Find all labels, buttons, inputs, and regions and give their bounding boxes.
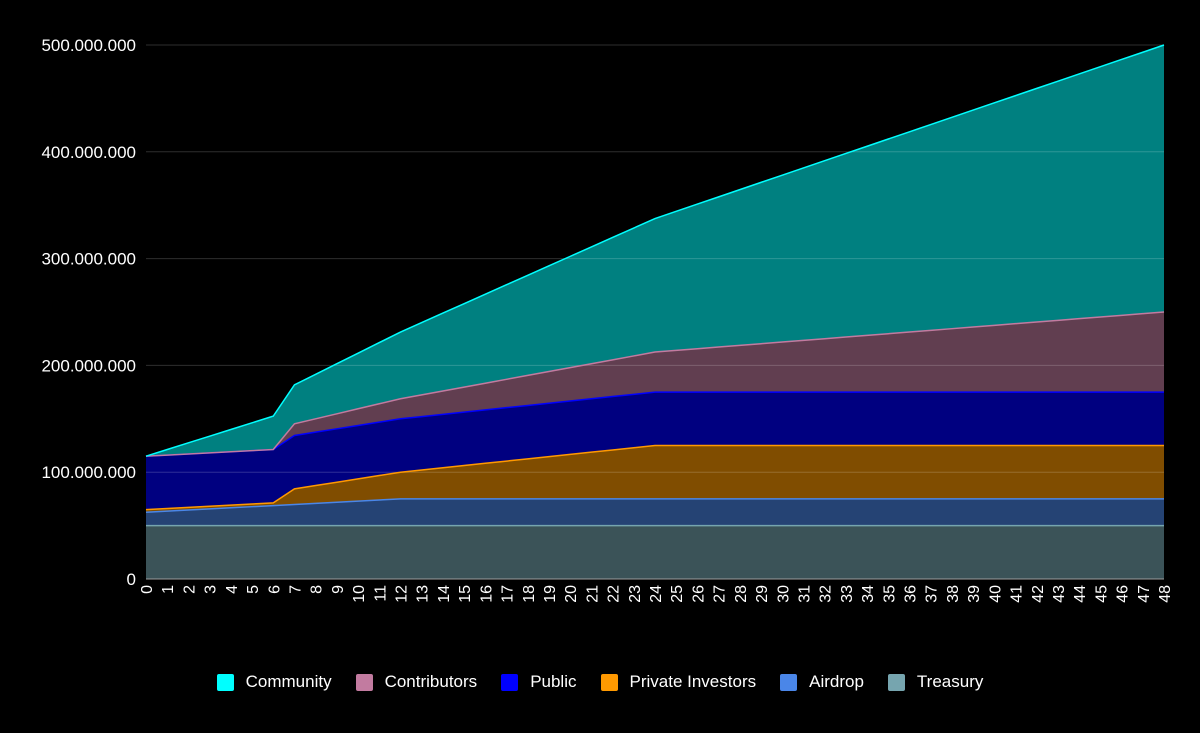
x-tick-label: 32 — [818, 585, 835, 603]
x-tick-label: 26 — [690, 585, 707, 603]
y-tick-label: 400.000.000 — [41, 143, 136, 162]
x-tick-label: 14 — [436, 585, 453, 603]
legend-label: Private Investors — [629, 672, 757, 691]
x-tick-label: 10 — [351, 585, 368, 603]
x-tick-label: 36 — [903, 585, 920, 603]
line-private-investors — [145, 444, 1164, 511]
area-community — [146, 45, 1164, 457]
x-tick-label: 34 — [860, 585, 877, 603]
y-tick-label: 0 — [127, 570, 136, 589]
x-tick-label: 35 — [881, 585, 898, 603]
legend-label: Contributors — [384, 672, 478, 691]
x-tick-label: 17 — [500, 585, 517, 603]
legend-label: Community — [245, 672, 332, 691]
legend-item-private-investors: Private Investors — [600, 672, 757, 692]
x-tick-label: 15 — [457, 585, 474, 603]
x-tick-label: 7 — [287, 585, 304, 594]
stacked-area-chart: 0 100.000.000 200.000.000 300.000.000 400.00… — [41, 36, 1174, 603]
legend-item-treasury: Treasury — [887, 672, 984, 692]
line-airdrop — [145, 498, 1164, 513]
legend-label: Public — [530, 672, 577, 691]
x-tick-label: 30 — [775, 585, 792, 603]
x-tick-label: 12 — [394, 585, 411, 603]
x-tick-label: 33 — [839, 585, 856, 603]
area-airdrop — [146, 498, 1164, 526]
x-tick-label: 23 — [627, 585, 644, 603]
x-tick-label: 11 — [372, 585, 389, 602]
x-tick-label: 25 — [669, 585, 686, 603]
x-tick-label: 18 — [521, 585, 538, 603]
line-public — [145, 391, 1164, 457]
x-tick-label: 16 — [478, 585, 495, 603]
legend-swatch — [216, 673, 234, 691]
x-tick-label: 19 — [542, 585, 559, 603]
area-private-investors — [146, 445, 1164, 513]
area-treasury — [146, 525, 1164, 579]
legend-label: Airdrop — [809, 672, 864, 691]
legend-item-community: Community — [216, 672, 332, 692]
y-tick-label: 200.000.000 — [41, 356, 136, 375]
x-tick-label: 40 — [987, 585, 1004, 603]
x-tick-label: 37 — [924, 585, 941, 603]
area-contributors — [146, 312, 1164, 457]
x-tick-label: 45 — [1093, 585, 1110, 603]
area-public — [146, 392, 1164, 510]
x-tick-label: 39 — [966, 585, 983, 603]
x-tick-label: 48 — [1157, 585, 1174, 603]
legend-swatch — [600, 673, 618, 691]
x-tick-label: 27 — [712, 585, 729, 603]
y-tick-label: 100.000.000 — [41, 463, 136, 482]
line-contributors — [145, 311, 1165, 457]
x-tick-label: 46 — [1115, 585, 1132, 603]
x-tick-label: 20 — [563, 585, 580, 603]
legend: Community Contributors Public Private In… — [0, 672, 1200, 692]
x-tick-label: 38 — [945, 585, 962, 603]
x-tick-label: 4 — [224, 585, 241, 594]
legend-item-contributors: Contributors — [355, 672, 478, 692]
legend-label: Treasury — [916, 672, 984, 691]
legend-swatch — [887, 673, 905, 691]
x-tick-label: 24 — [648, 585, 665, 603]
line-community — [145, 44, 1165, 457]
x-tick-label: 8 — [309, 585, 326, 594]
x-tick-label: 21 — [584, 585, 601, 603]
x-tick-label: 3 — [203, 585, 220, 594]
x-tick-label: 2 — [181, 585, 198, 594]
x-tick-label: 13 — [415, 585, 432, 603]
x-tick-label: 47 — [1136, 585, 1153, 603]
legend-swatch — [355, 673, 373, 691]
y-tick-label: 300.000.000 — [41, 250, 136, 269]
x-tick-label: 28 — [733, 585, 750, 603]
legend-item-public: Public — [501, 672, 577, 692]
x-tick-label: 44 — [1072, 585, 1089, 603]
x-tick-label: 1 — [160, 585, 177, 594]
x-tick-label: 29 — [754, 585, 771, 603]
x-tick-label: 22 — [606, 585, 623, 603]
legend-swatch — [780, 673, 798, 691]
x-tick-label: 9 — [330, 585, 347, 594]
legend-item-airdrop: Airdrop — [780, 672, 864, 692]
x-tick-label: 0 — [139, 585, 156, 594]
x-tick-label: 43 — [1051, 585, 1068, 603]
x-tick-label: 31 — [796, 585, 813, 603]
x-tick-label: 42 — [1030, 585, 1047, 603]
legend-swatch — [501, 673, 519, 691]
x-tick-label: 6 — [266, 585, 283, 594]
x-tick-label: 5 — [245, 585, 262, 594]
x-tick-label: 41 — [1009, 585, 1026, 603]
y-tick-label: 500.000.000 — [41, 36, 136, 55]
